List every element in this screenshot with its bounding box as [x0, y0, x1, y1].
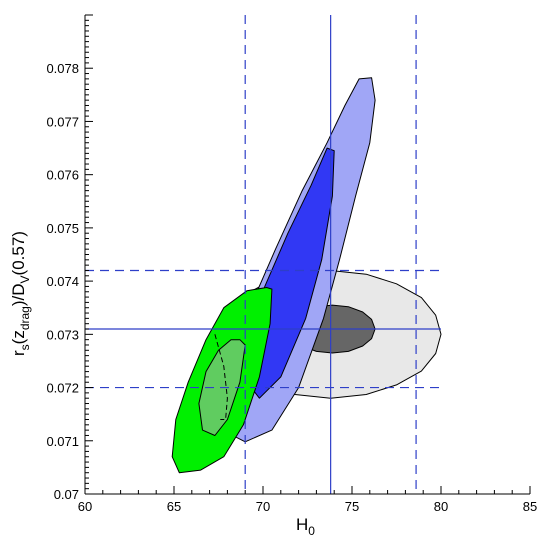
x-tick-label: 70: [256, 499, 270, 514]
y-axis-label-drag: drag: [18, 306, 32, 330]
y-tick-label: 0.07: [54, 487, 79, 502]
y-axis-label-z: (z: [9, 330, 28, 344]
y-axis-label-z057: (0.57): [9, 231, 28, 275]
reference-lines: [85, 15, 441, 494]
x-tick-label: 65: [167, 499, 181, 514]
y-tick-label: 0.078: [46, 61, 79, 76]
contour-blue-inner: [246, 147, 335, 399]
x-tick-label: 75: [345, 499, 359, 514]
x-axis-label-sub: 0: [308, 524, 315, 538]
y-axis-label: rs(zdrag)/DV(0.57): [9, 231, 32, 356]
y-axis-label-v: V: [18, 275, 32, 283]
y-tick-label: 0.076: [46, 168, 79, 183]
y-tick-label: 0.071: [46, 434, 79, 449]
y-tick-label: 0.072: [46, 381, 79, 396]
x-axis-label-main: H: [296, 515, 308, 534]
contour-layer: [171, 77, 442, 474]
y-tick-label: 0.077: [46, 114, 79, 129]
y-tick-label: 0.073: [46, 327, 79, 342]
x-tick-label: 85: [523, 499, 537, 514]
x-axis-label: H0: [296, 515, 315, 538]
ticks: 60 65 70 75 80 85 0.07 0.071 0.072 0.073 0.074 0.07…: [46, 14, 537, 514]
y-axis-label-dv: )/D: [9, 283, 28, 306]
y-axis-label-r: r: [9, 350, 28, 356]
y-tick-label: 0.075: [46, 221, 79, 236]
y-tick-label: 0.074: [46, 274, 79, 289]
contour-dashed-inner: [214, 334, 228, 420]
x-tick-label: 60: [78, 499, 92, 514]
x-tick-label: 80: [434, 499, 448, 514]
y-axis-label-s: s: [18, 344, 32, 350]
